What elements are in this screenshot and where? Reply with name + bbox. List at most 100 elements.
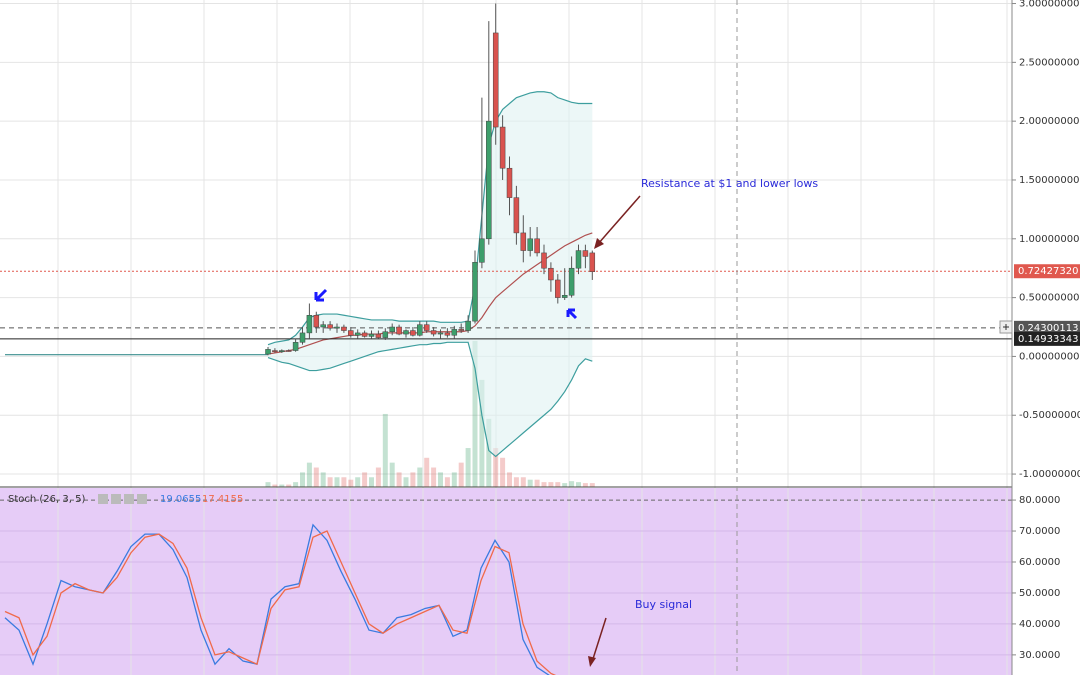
y-tick-label: 80.0000	[1019, 495, 1060, 506]
y-tick-label: 2.00000000	[1019, 116, 1079, 127]
y-tick-label: -0.50000000	[1019, 410, 1080, 421]
volume-bar	[493, 448, 499, 487]
volume-bar	[513, 477, 519, 487]
volume-bar	[410, 472, 416, 487]
candle-body	[396, 326, 402, 335]
candle-body	[541, 252, 547, 269]
price-label-box	[1014, 264, 1080, 279]
y-tick-label: 60.0000	[1019, 557, 1060, 568]
arrows	[314, 195, 641, 667]
volume-bar	[541, 482, 547, 487]
volume-bar	[534, 479, 540, 487]
candle-body	[292, 342, 299, 351]
candle-body	[444, 332, 451, 336]
price-label-box	[1014, 320, 1080, 335]
toolbar-buttons[interactable]	[98, 494, 147, 504]
candle-body	[492, 32, 499, 128]
y-tick-label: 40.0000	[1019, 619, 1060, 630]
y-tick-label: 70.0000	[1019, 526, 1060, 537]
candle-body	[575, 250, 582, 269]
candle-body	[299, 332, 306, 343]
y-tick-label: 1.00000000	[1019, 234, 1079, 245]
volume-bar	[313, 467, 319, 487]
candle-body	[589, 252, 596, 272]
volume-bar	[576, 482, 581, 487]
volume-bar	[286, 484, 292, 487]
candle-body	[327, 324, 333, 329]
candle-body	[568, 267, 575, 296]
candle-body	[534, 238, 540, 254]
candle-body	[417, 324, 423, 336]
stoch-line	[4, 530, 557, 675]
volume-bar	[362, 472, 368, 487]
candle-body	[423, 324, 430, 331]
volume-bar	[438, 472, 443, 487]
y-tick-label: 50.0000	[1019, 588, 1060, 599]
candle-body	[472, 262, 478, 322]
candle-body	[285, 350, 292, 352]
candle-body	[313, 315, 320, 328]
candle-body	[527, 238, 533, 251]
candle-body	[437, 332, 444, 335]
volume-bar	[369, 477, 374, 487]
candle-body	[548, 267, 554, 281]
stoch-k-readout: 19.0655	[160, 494, 201, 505]
volume-bar	[589, 483, 595, 487]
volume-bar	[548, 482, 554, 487]
button[interactable]	[124, 494, 134, 504]
volume-bar	[444, 477, 450, 487]
y-tick-label: -1.00000000	[1019, 469, 1080, 480]
button[interactable]	[98, 494, 108, 504]
y-tick-label: 3.00000000	[1019, 0, 1079, 10]
candle-body	[486, 120, 492, 240]
volume-bar	[272, 484, 278, 487]
annotation: Resistance at $1 and lower lows	[641, 177, 818, 190]
volume-bar	[320, 472, 326, 487]
candle-body	[382, 331, 389, 338]
price-label-box	[1014, 331, 1080, 346]
candle-body	[341, 326, 347, 331]
stoch-title: Stoch (26, 3, 5)	[8, 494, 85, 505]
volume-bar	[265, 482, 271, 487]
candle-body	[403, 330, 409, 335]
button[interactable]	[137, 494, 147, 504]
volume-bar	[520, 477, 526, 487]
candle-body	[348, 330, 354, 336]
button[interactable]	[111, 494, 121, 504]
price-label: 0.72427320	[1018, 266, 1078, 277]
volume-bar	[424, 457, 430, 487]
volume-bar	[293, 482, 299, 487]
volume-bar	[403, 477, 409, 487]
candle-body	[354, 332, 361, 336]
candle-body	[375, 333, 382, 338]
candle-body	[499, 126, 506, 169]
candle-body	[561, 295, 568, 298]
y-tick-label: 2.50000000	[1019, 57, 1079, 68]
crosshair-plus[interactable]	[999, 320, 1013, 334]
candle-body	[272, 350, 278, 352]
candle-body	[320, 324, 326, 328]
stoch-pane	[4, 523, 557, 675]
volume-bar	[479, 379, 485, 487]
volume-bar	[334, 477, 340, 487]
candle-body	[410, 330, 416, 336]
candle-body	[506, 167, 513, 198]
stoch-background	[0, 488, 1012, 675]
volume-bar	[300, 472, 305, 487]
annotation: Buy signal	[635, 598, 692, 611]
volume-bar	[569, 481, 575, 487]
y-tick-label: 1.50000000	[1019, 175, 1079, 186]
volume-bar	[375, 467, 381, 487]
volume-bar	[348, 479, 354, 487]
volume-bar	[341, 477, 347, 487]
volume-bar	[465, 448, 471, 487]
candle-body	[430, 330, 437, 335]
y-tick-label: 30.0000	[1019, 650, 1060, 661]
volume-bar	[431, 467, 437, 487]
volume-bar	[472, 340, 478, 487]
candle-body	[458, 329, 464, 331]
volume-bar	[451, 472, 457, 487]
volume-bar	[458, 462, 464, 487]
candle-body	[520, 232, 527, 251]
volume-bar	[327, 477, 333, 487]
